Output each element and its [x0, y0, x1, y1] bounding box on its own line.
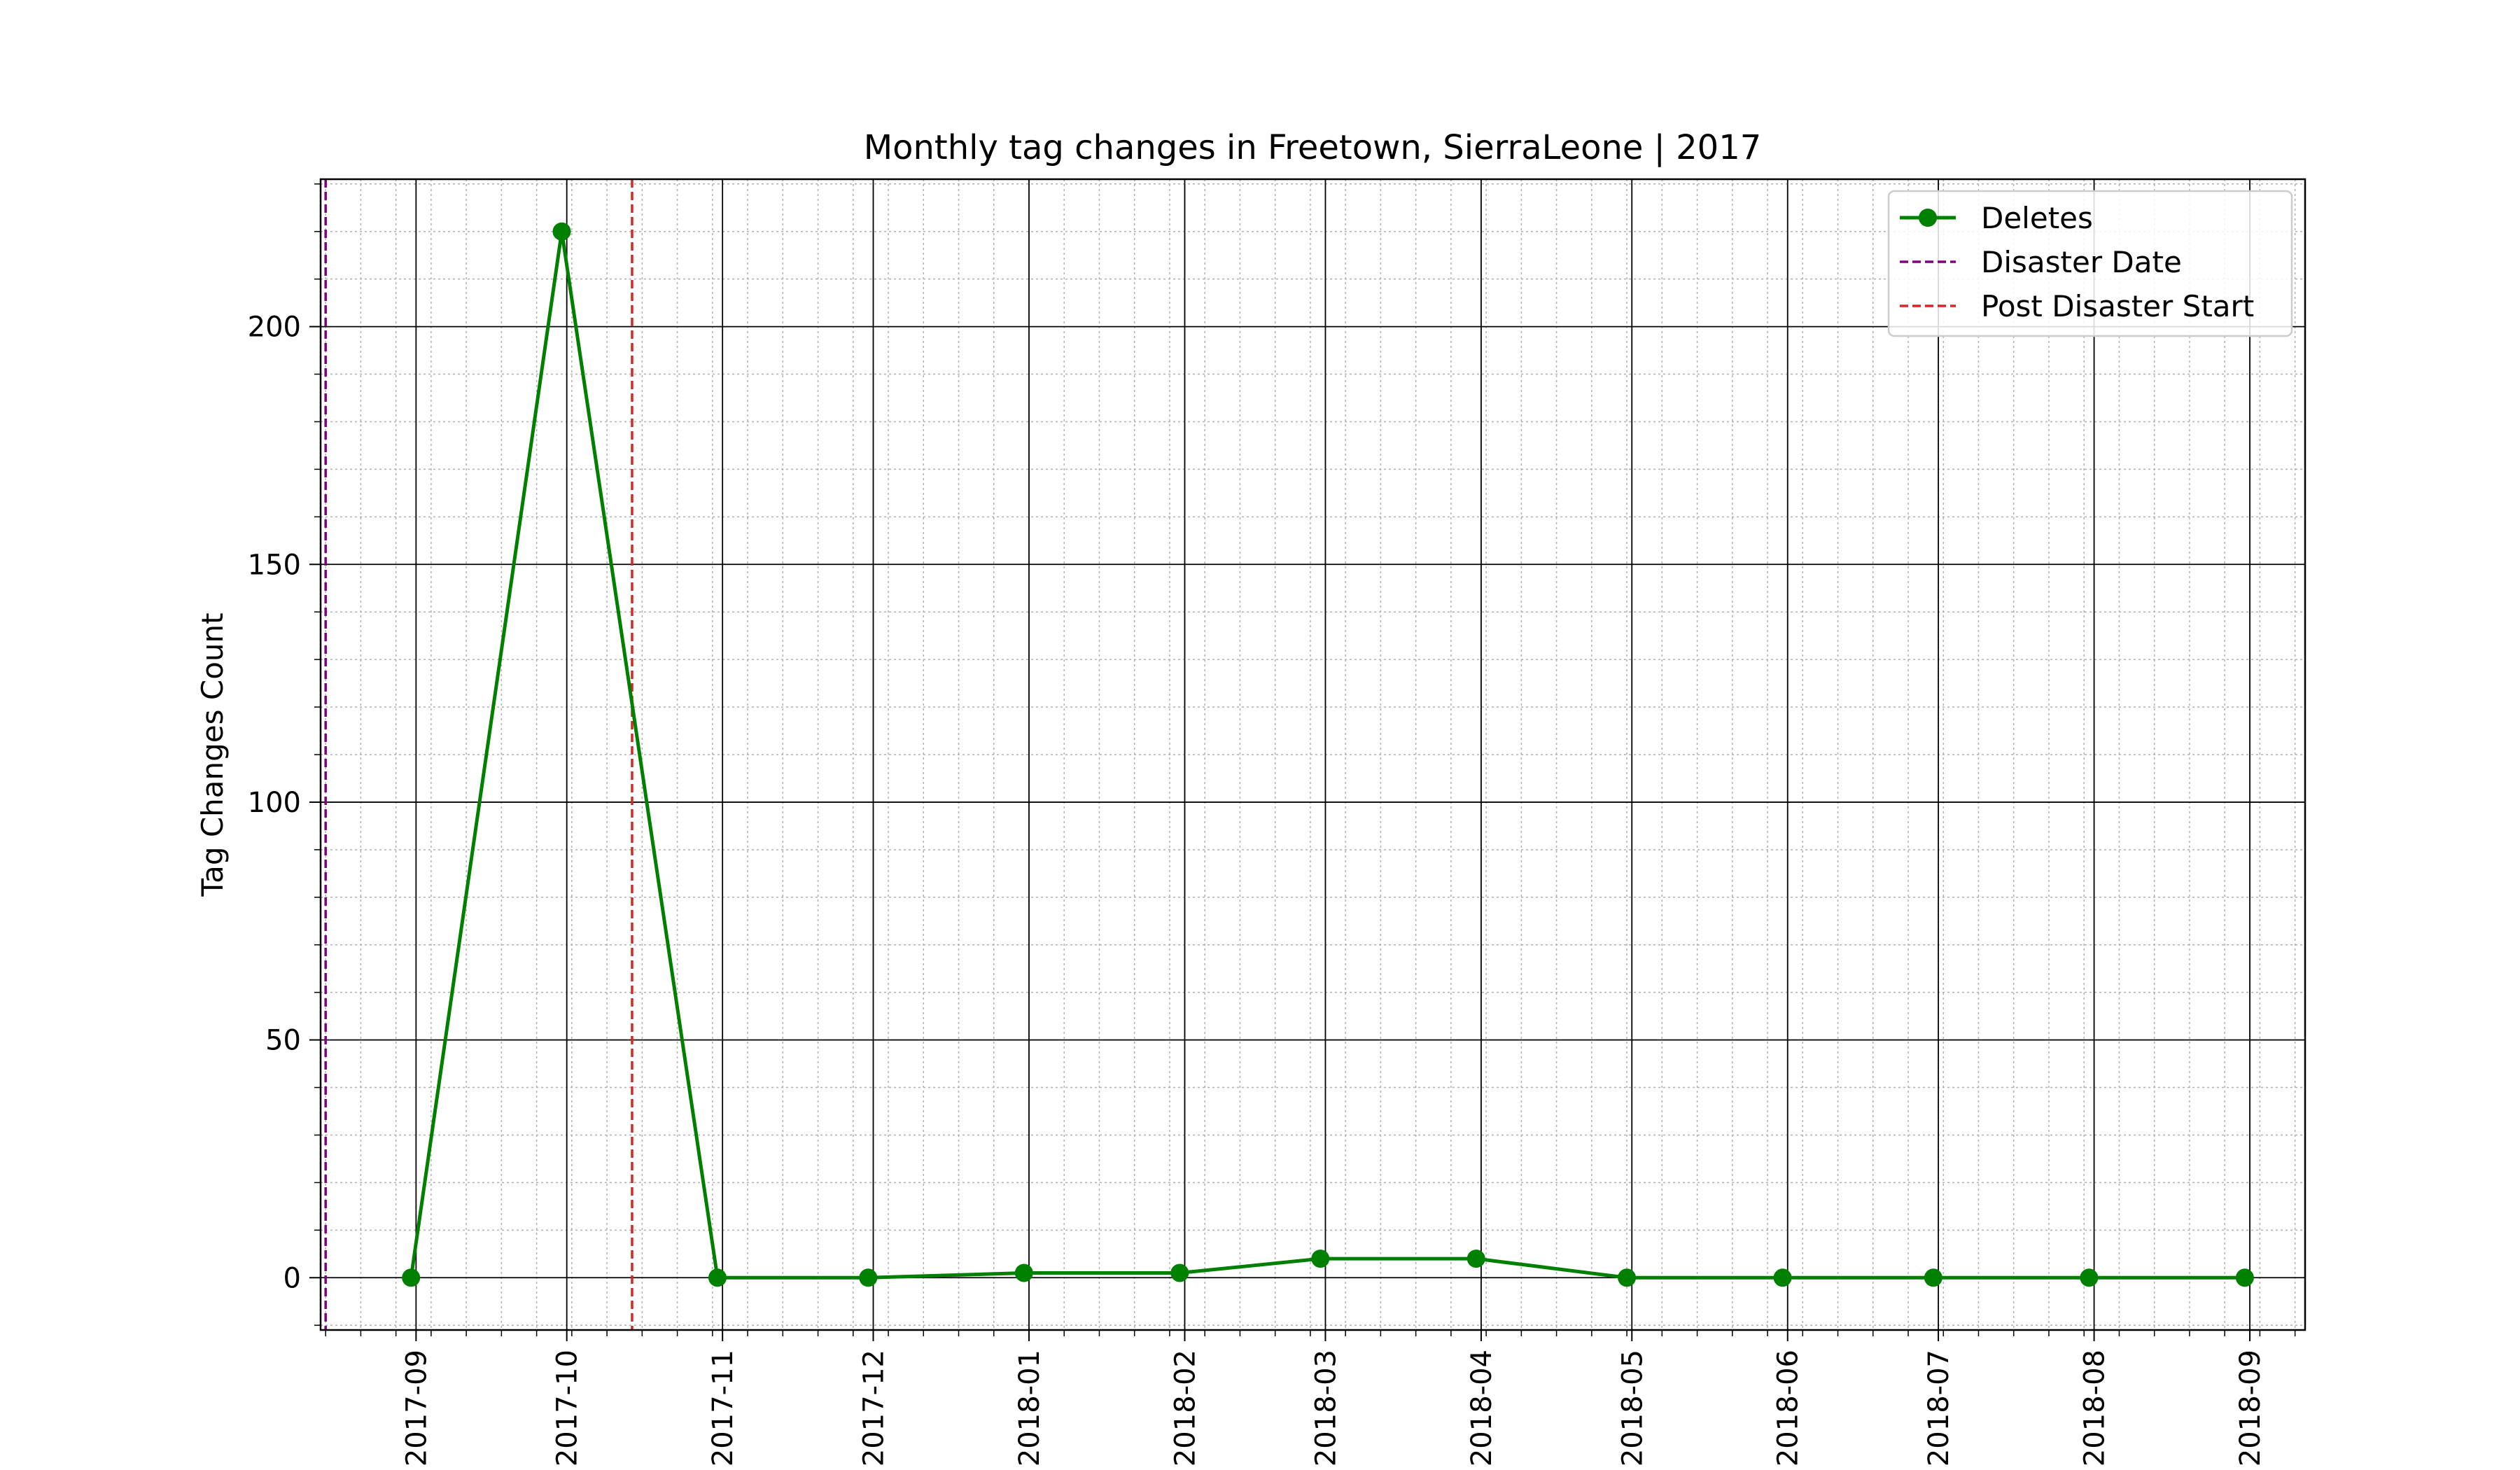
- y-axis-label: Tag Changes Count: [195, 612, 230, 897]
- x-tick-label: 2018-04: [1466, 1350, 1498, 1466]
- data-point: [1014, 1264, 1033, 1282]
- x-tick-label: 2018-03: [1310, 1350, 1342, 1466]
- data-point: [1170, 1264, 1189, 1282]
- x-tick-label: 2017-10: [552, 1350, 584, 1466]
- data-point: [2235, 1268, 2254, 1287]
- x-tick-label: 2018-07: [1923, 1350, 1955, 1466]
- x-tick-label: 2018-01: [1014, 1350, 1046, 1466]
- data-point: [1618, 1268, 1637, 1287]
- data-point: [1924, 1268, 1942, 1287]
- data-point: [859, 1268, 878, 1287]
- y-tick-label: 100: [248, 787, 301, 819]
- x-tick-label: 2017-11: [707, 1350, 739, 1466]
- legend-label-disaster-date: Disaster Date: [1981, 245, 2182, 279]
- data-point: [708, 1268, 727, 1287]
- x-tick-label: 2018-02: [1169, 1350, 1201, 1466]
- minor-grid: [321, 179, 2305, 1330]
- reference-lines: [324, 179, 634, 1330]
- legend-marker-deletes: [1919, 209, 1937, 227]
- y-tick-label: 200: [248, 312, 301, 344]
- axis-ticks: 0 50 100 150 200 2017-09 2017-10 2017-11 2017-12…: [248, 183, 2296, 1466]
- data-point: [552, 222, 571, 241]
- series-layer: [402, 222, 2254, 1287]
- chart-title: Monthly tag changes in Freetown, SierraL…: [864, 128, 1762, 167]
- y-tick-label: 50: [265, 1025, 301, 1057]
- x-tick-label: 2018-05: [1616, 1350, 1648, 1466]
- x-tick-label: 2017-12: [858, 1350, 890, 1466]
- y-tick-label: 150: [248, 549, 301, 581]
- legend-label-deletes: Deletes: [1981, 201, 2093, 235]
- x-tick-label: 2018-08: [2079, 1350, 2111, 1466]
- y-tick-label: 0: [284, 1262, 301, 1294]
- data-point: [2080, 1268, 2099, 1287]
- legend-box: [1887, 190, 2293, 337]
- x-tick-label: 2018-06: [1772, 1350, 1805, 1466]
- data-point: [402, 1268, 421, 1287]
- legend-label-post-disaster-start: Post Disaster Start: [1981, 289, 2254, 323]
- data-point: [1311, 1250, 1330, 1268]
- x-tick-label: 2018-09: [2234, 1350, 2267, 1466]
- data-point: [1773, 1268, 1792, 1287]
- legend: Deletes Disaster Date Post Disaster Start: [1887, 190, 2293, 337]
- x-tick-label: 2017-09: [400, 1350, 433, 1466]
- data-point: [1466, 1250, 1485, 1268]
